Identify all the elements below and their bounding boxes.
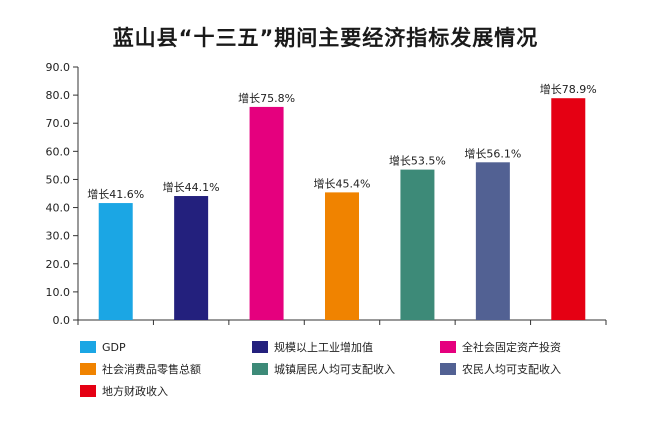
data-label: 增长78.9% <box>540 82 597 96</box>
data-label: 增长41.6% <box>87 187 144 201</box>
legend-item: 社会消费品零售总额 <box>80 362 201 376</box>
legend-item: 城镇居民人均可支配收入 <box>252 362 395 376</box>
data-label: 增长75.8% <box>238 91 295 105</box>
bar <box>98 203 133 320</box>
legend-label: 地方财政收入 <box>102 385 168 398</box>
y-tick-label: 10.0 <box>46 286 71 299</box>
legend-item: 农民人均可支配收入 <box>440 362 561 376</box>
y-tick-label: 60.0 <box>46 145 71 158</box>
y-tick-label: 30.0 <box>46 230 71 243</box>
legend-label: 农民人均可支配收入 <box>462 363 561 376</box>
data-label: 增长53.5% <box>389 154 446 168</box>
chart-title: 蓝山县“十三五”期间主要经济指标发展情况 <box>112 26 539 50</box>
bar <box>551 98 586 320</box>
legend-swatch <box>252 341 268 353</box>
legend-item: GDP <box>80 340 126 354</box>
data-label: 增长44.1% <box>163 180 220 194</box>
y-tick-label: 50.0 <box>46 173 71 186</box>
legend-swatch <box>80 363 96 375</box>
y-tick-label: 70.0 <box>46 117 71 130</box>
y-tick-label: 90.0 <box>46 61 71 74</box>
legend-label: GDP <box>102 340 126 354</box>
legend-swatch <box>440 363 456 375</box>
bar <box>249 106 284 320</box>
data-label: 增长56.1% <box>464 146 521 160</box>
legend-label: 社会消费品零售总额 <box>102 363 201 376</box>
bar <box>325 192 359 320</box>
y-tick-label: 0.0 <box>53 314 71 327</box>
legend-swatch <box>80 385 96 397</box>
legend-swatch <box>440 341 456 353</box>
y-tick-label: 40.0 <box>46 202 71 215</box>
legend-label: 全社会固定资产投资 <box>462 341 561 354</box>
legend-swatch <box>252 363 268 375</box>
legend-label: 城镇居民人均可支配收入 <box>274 363 395 376</box>
legend-swatch <box>80 341 96 353</box>
legend-item: 规模以上工业增加值 <box>252 340 373 354</box>
legend-item: 地方财政收入 <box>80 384 168 398</box>
y-tick-label: 20.0 <box>46 258 71 271</box>
bar <box>475 162 510 320</box>
bar <box>174 196 209 320</box>
legend-item: 全社会固定资产投资 <box>440 340 561 354</box>
legend-label: 规模以上工业增加值 <box>274 341 373 354</box>
y-tick-label: 80.0 <box>46 89 71 102</box>
data-label: 增长45.4% <box>314 176 371 190</box>
bar <box>400 169 435 320</box>
